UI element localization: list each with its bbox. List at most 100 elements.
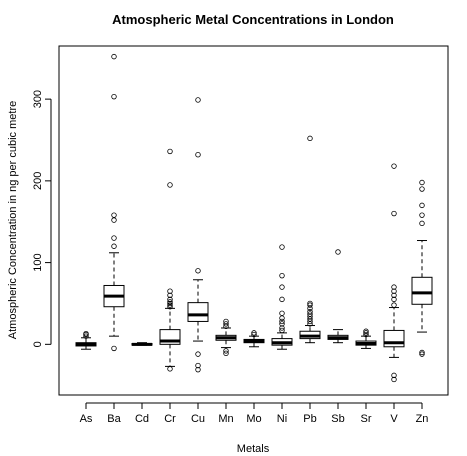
outlier-point	[223, 350, 229, 357]
outlier-point	[307, 308, 313, 315]
x-axis-label: Metals	[237, 443, 270, 455]
x-tick-label: As	[80, 413, 93, 425]
outlier-point	[391, 163, 397, 169]
iqr-box	[411, 276, 433, 305]
box-sb	[327, 249, 349, 344]
outlier-point	[167, 299, 173, 305]
y-tick-label: 200	[32, 172, 44, 190]
outlier-point	[279, 296, 285, 303]
outlier-point	[391, 376, 397, 383]
outlier-point	[195, 152, 201, 158]
outlier-point	[167, 288, 173, 294]
outlier-point	[363, 330, 369, 336]
outlier-point	[419, 351, 425, 357]
outlier-point	[167, 292, 173, 298]
outlier-point	[279, 284, 285, 290]
outlier-point	[279, 315, 285, 321]
outlier-point	[195, 362, 201, 369]
outlier-point	[419, 186, 425, 192]
x-tick-label: Mo	[246, 413, 261, 425]
box-cr	[159, 148, 181, 372]
outlier-point	[391, 284, 397, 290]
outlier-point	[223, 318, 229, 325]
outlier-point	[83, 333, 89, 339]
outlier-point	[223, 348, 229, 354]
box-cu	[187, 97, 209, 373]
outlier-point	[419, 220, 425, 227]
outlier-point	[307, 135, 313, 142]
x-tick-label: Mn	[218, 413, 233, 425]
outlier-point	[391, 288, 397, 294]
outlier-point	[111, 243, 117, 249]
outlier-point	[83, 331, 89, 337]
y-tick-label: 300	[32, 90, 44, 108]
outlier-point	[279, 244, 285, 250]
outlier-point	[195, 268, 201, 274]
outlier-point	[391, 296, 397, 303]
box-cd	[131, 342, 153, 346]
x-axis: As Ba Cd Cr Cu Mn Mo Ni Pb Sb Sr V Zn	[80, 402, 429, 425]
box-v	[383, 163, 405, 383]
x-tick-label: Cu	[191, 413, 205, 425]
outlier-point	[223, 321, 229, 327]
outlier-point	[111, 345, 117, 352]
x-tick-label: Cd	[135, 413, 149, 425]
outlier-point	[195, 366, 201, 373]
outlier-point	[307, 300, 313, 307]
outlier-point	[111, 235, 117, 241]
outlier-point	[167, 182, 173, 188]
outlier-point	[111, 212, 117, 218]
outlier-point	[167, 300, 173, 307]
outlier-point	[279, 325, 285, 331]
box-ni	[271, 244, 293, 350]
outlier-point	[391, 292, 397, 298]
outlier-point	[391, 302, 397, 308]
outlier-point	[111, 217, 117, 223]
outlier-point	[167, 296, 173, 303]
outlier-point	[111, 93, 117, 100]
box-zn	[411, 179, 433, 357]
outlier-point	[419, 202, 425, 209]
outlier-point	[251, 330, 257, 336]
outlier-point	[391, 210, 397, 217]
outlier-point	[167, 366, 173, 372]
outlier-point	[279, 310, 285, 316]
outlier-point	[195, 351, 201, 357]
box-pb	[299, 135, 321, 344]
outlier-point	[279, 272, 285, 279]
outlier-point	[279, 321, 285, 327]
outlier-point	[307, 302, 313, 308]
outlier-point	[279, 318, 285, 325]
outlier-point	[167, 148, 173, 155]
box-as	[75, 331, 97, 350]
box-mo	[243, 330, 265, 348]
x-tick-label: Sr	[361, 413, 372, 425]
x-tick-label: Pb	[303, 413, 316, 425]
y-axis-label: Atmospheric Concentration in ng per cubi…	[7, 101, 19, 339]
outlier-point	[167, 302, 173, 308]
boxes-group	[75, 53, 433, 383]
box-ba	[103, 53, 125, 352]
outlier-point	[419, 212, 425, 218]
x-tick-label: Sb	[331, 413, 344, 425]
x-tick-label: Zn	[416, 413, 429, 425]
x-tick-label: Cr	[164, 413, 176, 425]
outlier-point	[419, 179, 425, 186]
outlier-point	[335, 249, 341, 255]
y-tick-label: 100	[32, 253, 44, 271]
outlier-point	[251, 331, 257, 338]
outlier-point	[363, 328, 369, 334]
outlier-point	[419, 349, 425, 356]
box-mn	[215, 318, 237, 357]
outlier-point	[391, 372, 397, 379]
x-tick-label: Ni	[277, 413, 287, 425]
x-tick-label: Ba	[107, 413, 121, 425]
plot-frame	[58, 45, 449, 396]
y-axis: 0 100 200 300	[32, 90, 52, 347]
outlier-point	[279, 327, 285, 334]
outlier-point	[111, 53, 117, 60]
y-tick-label: 0	[32, 341, 44, 347]
chart-title: Atmospheric Metal Concentrations in Lond…	[112, 12, 394, 27]
outlier-point	[195, 97, 201, 103]
